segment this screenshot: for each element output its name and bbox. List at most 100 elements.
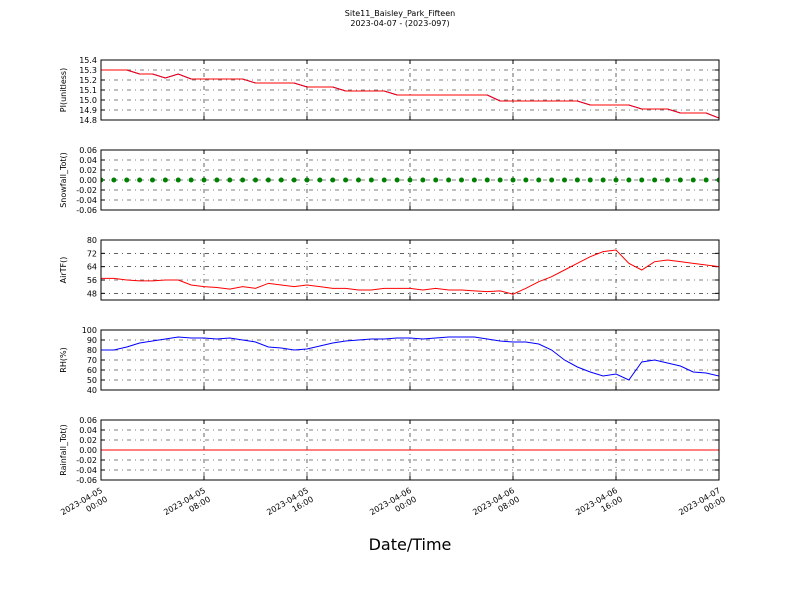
x-tick-label: 2023-04-0500:00 (59, 486, 109, 526)
marker (420, 177, 426, 183)
x-axis-label: Date/Time (369, 535, 452, 554)
marker (201, 177, 207, 183)
marker (665, 177, 670, 183)
plot-frame (100, 239, 720, 301)
marker (124, 177, 130, 183)
marker (368, 177, 374, 183)
plot-frame (100, 329, 720, 391)
marker (536, 177, 542, 183)
marker (227, 177, 233, 183)
y-tick-label: -0.06 (76, 476, 97, 485)
y-tick-label: -0.02 (76, 456, 97, 465)
chart-subtitle: 2023-04-07 - (2023-097) (350, 19, 449, 28)
marker (101, 177, 104, 183)
y-tick-label: 14.8 (79, 116, 97, 125)
x-tick-label: 2023-04-0516:00 (265, 486, 315, 526)
y-tick-label: 14.9 (79, 106, 97, 115)
y-tick-label: 0.04 (79, 156, 97, 165)
line (101, 249, 719, 295)
marker (291, 177, 297, 183)
marker (356, 177, 361, 183)
y-axis-label: AirTF() (59, 257, 68, 284)
marker (626, 177, 632, 183)
y-tick-label: -0.06 (76, 206, 97, 215)
marker (162, 177, 168, 183)
y-tick-label: 15.1 (79, 86, 97, 95)
marker (613, 177, 619, 183)
marker (304, 177, 310, 183)
marker (587, 177, 593, 183)
y-tick-label: -0.02 (76, 186, 97, 195)
y-tick-label: 0.06 (79, 146, 97, 155)
y-tick-label: 0.00 (79, 176, 97, 185)
marker (471, 177, 477, 183)
marker (150, 177, 155, 183)
y-tick-label: 15.0 (79, 96, 97, 105)
marker (510, 177, 516, 183)
y-tick-label: -0.04 (76, 196, 97, 205)
marker (446, 177, 452, 183)
marker (703, 177, 709, 183)
plot-area (101, 177, 719, 183)
y-tick-label: 80 (87, 236, 97, 245)
chart-title: Site11_Baisley_Park_Fifteen (345, 9, 455, 18)
y-tick-label: -0.04 (76, 466, 97, 475)
y-tick-label: 70 (87, 356, 97, 365)
plot-frame (100, 149, 720, 211)
y-tick-label: 60 (87, 366, 97, 375)
marker (317, 177, 323, 183)
x-tick-label: 2023-04-0700:00 (677, 486, 727, 526)
marker (240, 177, 246, 183)
y-tick-label: 80 (87, 346, 97, 355)
y-axis-label: PI(unitless) (59, 68, 68, 112)
y-tick-label: 15.3 (79, 66, 97, 75)
marker (549, 177, 555, 183)
y-axis-label: Snowfall_Tot() (59, 152, 68, 208)
line (101, 336, 719, 381)
marker (111, 177, 117, 183)
marker (394, 177, 400, 183)
x-tick-label: 2023-04-0616:00 (574, 486, 624, 526)
marker (639, 177, 645, 183)
marker (188, 177, 194, 183)
marker (600, 177, 606, 183)
marker (253, 177, 258, 183)
marker (343, 177, 349, 183)
y-tick-label: 100 (82, 326, 97, 335)
marker (214, 177, 220, 183)
marker (137, 177, 143, 183)
y-tick-label: 72 (87, 249, 97, 258)
marker (523, 177, 529, 183)
marker (459, 177, 464, 183)
y-tick-label: 0.04 (79, 426, 97, 435)
y-tick-label: 0.00 (79, 446, 97, 455)
line (101, 69, 719, 119)
y-tick-label: 90 (87, 336, 97, 345)
marker (381, 177, 387, 183)
plot-frame (100, 419, 720, 481)
y-tick-label: 40 (87, 386, 97, 395)
y-tick-label: 0.02 (79, 436, 97, 445)
y-tick-label: 48 (87, 289, 97, 298)
y-tick-label: 15.2 (79, 76, 97, 85)
marker (690, 177, 696, 183)
marker (574, 177, 580, 183)
marker (265, 177, 271, 183)
x-tick-label: 2023-04-0600:00 (368, 486, 418, 526)
marker (497, 177, 503, 183)
y-tick-label: 0.02 (79, 166, 97, 175)
plot-area (101, 69, 719, 119)
y-axis-label: Rainfall_Tot() (59, 424, 68, 476)
marker (652, 177, 658, 183)
plot-area (101, 249, 719, 295)
marker (407, 177, 413, 183)
marker (330, 177, 336, 183)
x-tick-label: 2023-04-0608:00 (471, 486, 521, 526)
plot-frame (100, 59, 720, 121)
y-tick-label: 50 (87, 376, 97, 385)
marker (677, 177, 683, 183)
marker (562, 177, 567, 183)
marker (484, 177, 490, 183)
x-tick-label: 2023-04-0508:00 (162, 486, 212, 526)
